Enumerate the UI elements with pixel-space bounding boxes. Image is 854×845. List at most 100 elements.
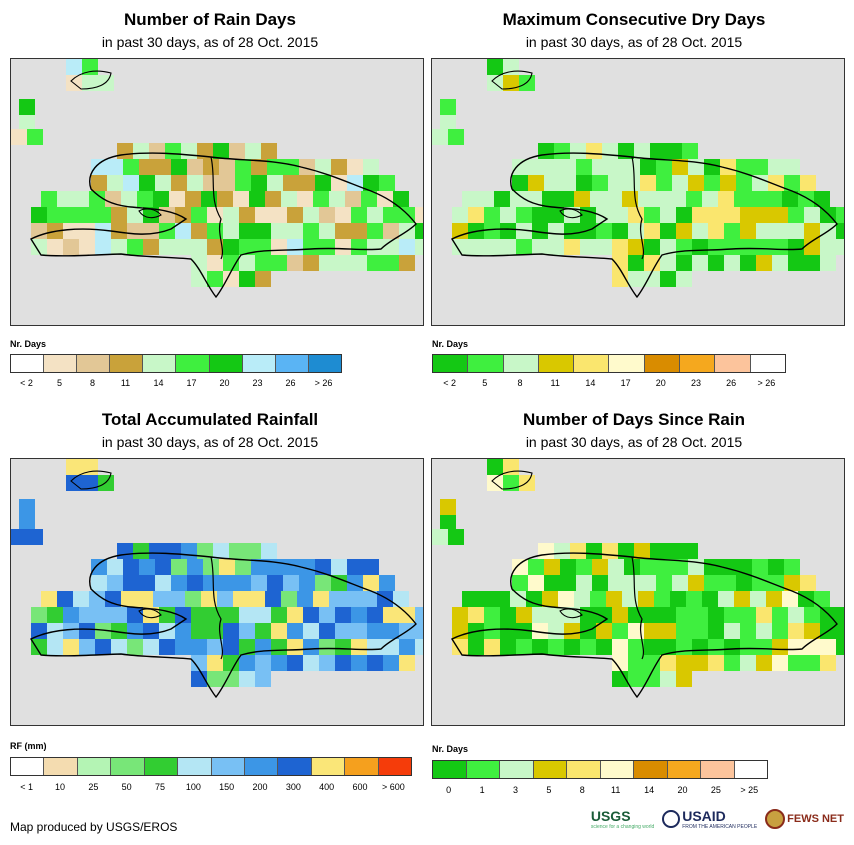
fews-net-logo[interactable]: FEWS NET — [765, 809, 844, 829]
fews-logo-text: FEWS NET — [787, 813, 844, 825]
map-cell — [788, 223, 804, 239]
map-cell — [207, 607, 223, 623]
map-cell — [249, 191, 265, 207]
map-cell — [287, 223, 303, 239]
legend-swatch — [734, 761, 767, 778]
map-cell — [239, 239, 255, 255]
map-cell — [143, 223, 159, 239]
map-cell — [628, 639, 644, 655]
map-cell — [836, 623, 844, 639]
legend-label: 23 — [252, 378, 263, 388]
map-cell — [608, 175, 624, 191]
map-cell — [299, 159, 315, 175]
map-cell — [666, 543, 682, 559]
map-cell — [740, 623, 756, 639]
legend-label: 8 — [517, 378, 523, 388]
map-cell — [19, 499, 35, 515]
map-cell — [612, 607, 628, 623]
map-cell — [596, 239, 612, 255]
legend-swatch — [433, 355, 469, 372]
map-cell — [820, 639, 836, 655]
map-cell — [363, 159, 379, 175]
map-cell — [303, 655, 319, 671]
map-cell — [468, 607, 484, 623]
map-cell — [19, 515, 35, 531]
map-cell — [692, 239, 708, 255]
map-cell — [660, 207, 676, 223]
map-cell — [782, 191, 798, 207]
map-cell — [361, 591, 377, 607]
map-cell — [283, 175, 299, 191]
map-cell — [576, 159, 592, 175]
map-cell — [656, 175, 672, 191]
map-cell — [704, 159, 720, 175]
map-cell — [239, 607, 255, 623]
map-cell — [319, 655, 335, 671]
map-cell — [500, 223, 516, 239]
map-cell — [255, 207, 271, 223]
panel-title: Number of Rain Days — [124, 10, 296, 29]
map-cell — [255, 607, 271, 623]
map-cell — [201, 591, 217, 607]
map-cell — [644, 255, 660, 271]
map-cell — [319, 607, 335, 623]
map-cell — [345, 591, 361, 607]
map-cell — [752, 559, 768, 575]
map-cell — [452, 623, 468, 639]
map-cell — [484, 223, 500, 239]
legend-label: 5 — [546, 785, 552, 795]
map-cell — [107, 575, 123, 591]
island-coastline — [29, 152, 417, 299]
map-cell — [219, 575, 235, 591]
map-cell — [303, 639, 319, 655]
map-cell — [772, 655, 788, 671]
legend-title: Nr. Days — [432, 744, 469, 754]
map-cell — [367, 655, 383, 671]
map-cell — [165, 143, 181, 159]
map-cell — [736, 159, 752, 175]
map-cell — [267, 575, 283, 591]
map-cell — [219, 175, 235, 191]
map-cell — [452, 207, 468, 223]
map-cell — [219, 159, 235, 175]
map-cell — [203, 159, 219, 175]
map-cell — [377, 191, 393, 207]
legend-swatch — [110, 355, 144, 372]
map-cell — [149, 143, 165, 159]
map-cell — [95, 623, 111, 639]
legend-swatch — [533, 761, 567, 778]
map-days-since-rain — [431, 458, 845, 726]
map-cell — [367, 207, 383, 223]
map-cell — [303, 607, 319, 623]
map-cell — [169, 191, 185, 207]
usaid-logo[interactable]: USAID FROM THE AMERICAN PEOPLE — [662, 808, 757, 830]
map-cell — [644, 271, 660, 287]
map-cell — [766, 191, 782, 207]
map-cell — [303, 255, 319, 271]
map-cell — [139, 575, 155, 591]
map-cell — [127, 607, 143, 623]
map-cell — [618, 143, 634, 159]
legend-label: < 2 — [20, 378, 33, 388]
map-cell — [590, 191, 606, 207]
map-cell — [736, 559, 752, 575]
map-cell — [415, 607, 423, 623]
map-cell — [335, 623, 351, 639]
map-cell — [213, 543, 229, 559]
map-cell — [586, 143, 602, 159]
map-cell — [500, 639, 516, 655]
usgs-logo[interactable]: USGS science for a changing world — [591, 808, 654, 830]
map-cell — [185, 591, 201, 607]
map-cell — [239, 639, 255, 655]
map-cell — [287, 607, 303, 623]
map-cell — [544, 159, 560, 175]
map-cell — [367, 239, 383, 255]
map-cell — [660, 223, 676, 239]
map-cell — [590, 591, 606, 607]
map-cell — [331, 575, 347, 591]
map-cell — [351, 655, 367, 671]
map-cell — [383, 207, 399, 223]
map-cell — [271, 207, 287, 223]
map-cell — [255, 239, 271, 255]
legend-label: 25 — [710, 785, 721, 795]
